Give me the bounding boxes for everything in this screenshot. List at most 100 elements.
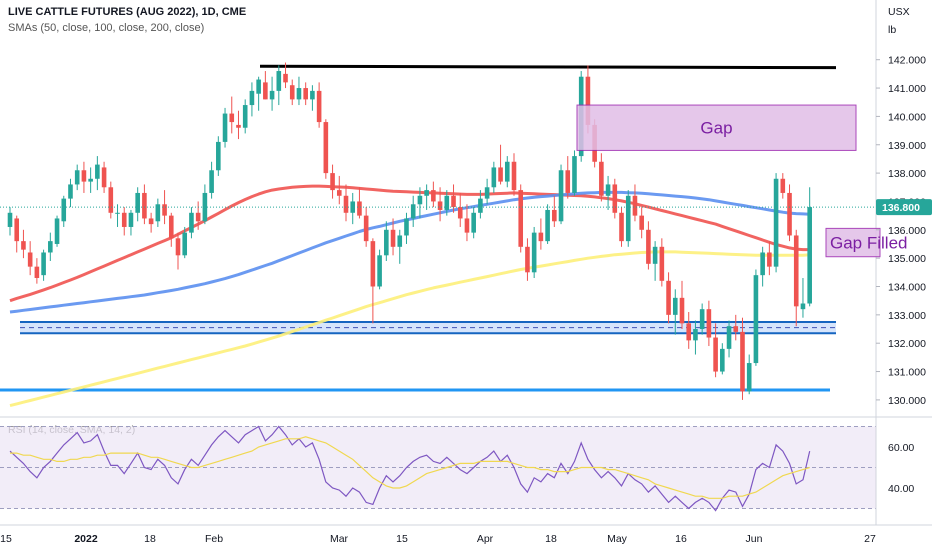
time-tick-label: 2022	[74, 533, 98, 545]
candle-body	[48, 241, 53, 253]
price-tick-label: 130.000	[888, 395, 926, 407]
candle-body	[639, 215, 644, 230]
candle	[404, 212, 409, 244]
candle	[195, 201, 201, 230]
candle	[780, 173, 786, 199]
candle-body	[693, 329, 698, 341]
candle	[384, 221, 389, 261]
candle-body	[108, 187, 114, 213]
price-tick-label: 134.000	[888, 282, 926, 294]
candle-body	[767, 252, 772, 267]
candle-body	[572, 156, 577, 193]
candle	[61, 195, 67, 227]
candle	[283, 62, 288, 89]
candle	[504, 156, 510, 188]
candle	[733, 314, 739, 341]
candle	[740, 317, 745, 400]
candle-body	[404, 218, 409, 236]
candle-body	[155, 204, 161, 222]
candle-body	[168, 215, 174, 239]
candle	[48, 232, 53, 261]
time-tick-label: 18	[545, 533, 557, 545]
current-price-value: 136.800	[882, 202, 920, 214]
candle-body	[632, 195, 638, 216]
candle	[377, 249, 382, 290]
candle-body	[437, 201, 443, 210]
candle-body	[431, 190, 436, 202]
candle-body	[625, 195, 631, 242]
candle	[619, 207, 624, 247]
candle-body	[518, 190, 524, 247]
candle-body	[216, 141, 221, 171]
candle	[713, 323, 718, 378]
candle-body	[531, 232, 537, 273]
candle-body	[343, 195, 349, 213]
candle-body	[605, 184, 611, 196]
candle-body	[760, 252, 765, 276]
candle-body	[182, 232, 188, 256]
candle	[397, 229, 403, 264]
candle-body	[679, 297, 685, 324]
gap-filled-label: Gap Filled	[830, 234, 907, 253]
price-tick-label: 140.000	[888, 111, 926, 123]
candle-body	[61, 198, 67, 222]
candle-body	[457, 207, 463, 219]
candle-body	[491, 167, 497, 188]
candle	[545, 204, 550, 244]
candle	[249, 82, 255, 117]
candle-body	[417, 195, 423, 205]
time-tick-label: Apr	[477, 533, 494, 545]
candle	[612, 178, 618, 219]
candle	[236, 110, 241, 140]
candle	[168, 212, 174, 247]
candle-body	[34, 266, 40, 278]
candle	[162, 190, 167, 225]
candle-body	[41, 252, 46, 276]
candle	[726, 320, 732, 358]
candle-body	[350, 201, 356, 213]
candle-body	[646, 229, 651, 264]
candle-body	[464, 218, 470, 233]
time-tick-label: 15	[396, 533, 408, 545]
candle-body	[740, 331, 745, 392]
candle	[390, 218, 396, 256]
unit-label: lb	[888, 24, 896, 36]
candle	[256, 76, 261, 111]
candle-body	[410, 204, 416, 219]
candle-body	[444, 195, 450, 210]
candle-body	[128, 212, 134, 227]
rsi-sma-line	[10, 436, 810, 499]
candle	[760, 246, 765, 287]
candle-body	[619, 212, 624, 242]
candle	[74, 164, 80, 191]
candle-body	[773, 178, 779, 267]
candle	[14, 215, 20, 253]
candle-body	[558, 170, 564, 222]
candle	[646, 221, 651, 270]
candle-body	[672, 297, 678, 315]
candle	[572, 150, 577, 196]
candle-body	[209, 170, 214, 193]
price-tick-label: 135.000	[888, 253, 926, 265]
candle	[229, 96, 235, 134]
time-tick-label: May	[607, 533, 628, 545]
candle	[625, 190, 631, 247]
time-tick-label: 16	[675, 533, 687, 545]
candle-body	[565, 170, 571, 193]
candle	[81, 161, 87, 193]
candle-body	[68, 184, 73, 199]
candle	[95, 156, 100, 191]
candle-body	[511, 161, 517, 191]
candle	[155, 198, 161, 227]
gap-filled-box	[825, 227, 881, 258]
candle-body	[296, 88, 302, 100]
candle-body	[807, 207, 812, 304]
sma-50-line	[9, 184, 810, 303]
chart-title: LIVE CATTLE FUTURES (AUG 2022), 1D, CME	[8, 6, 247, 18]
candle-body	[787, 192, 792, 236]
candle-body	[289, 85, 295, 100]
candle-body	[222, 113, 228, 142]
candle	[773, 173, 779, 273]
candle	[175, 232, 181, 270]
